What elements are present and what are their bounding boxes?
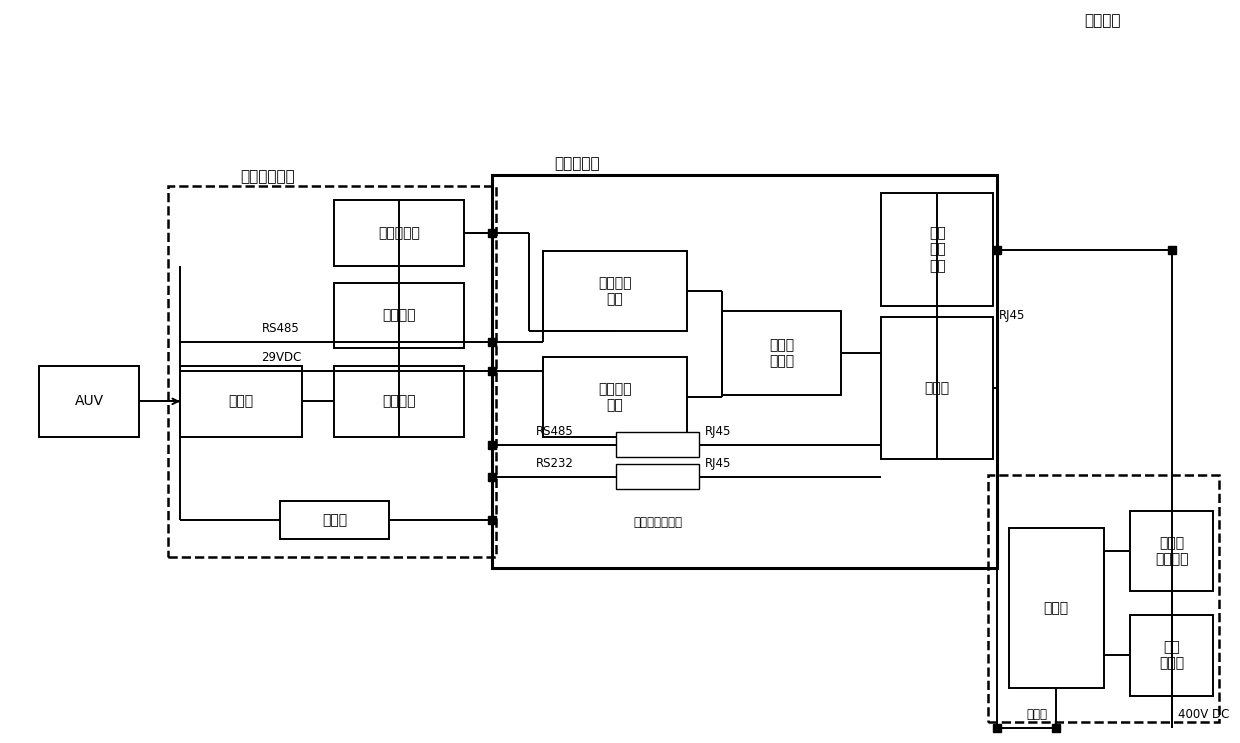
Text: 交换机: 交换机 (925, 381, 950, 395)
Text: 锁紧机构: 锁紧机构 (383, 308, 417, 322)
Bar (335, 201, 465, 266)
Text: 传动机构: 传动机构 (383, 395, 417, 409)
Text: 通信协议转换器: 通信协议转换器 (634, 516, 682, 529)
Text: 29VDC: 29VDC (262, 351, 301, 364)
Text: 控制
计算机: 控制 计算机 (1159, 640, 1184, 671)
Text: 无线电: 无线电 (322, 513, 347, 527)
Bar (167, 186, 496, 557)
Bar (616, 464, 699, 490)
Bar (335, 366, 465, 437)
Bar (988, 475, 1219, 722)
Bar (40, 366, 139, 437)
Text: 电源
转换
电路: 电源 转换 电路 (929, 227, 946, 273)
Text: 控制管理
电路: 控制管理 电路 (599, 276, 632, 307)
Bar (543, 357, 687, 437)
Text: AUV: AUV (74, 395, 103, 409)
Text: 位置传感器: 位置传感器 (378, 226, 420, 240)
Bar (543, 251, 687, 331)
Text: RJ45: RJ45 (706, 425, 732, 438)
Text: RJ45: RJ45 (706, 457, 732, 470)
Text: RS485: RS485 (262, 322, 299, 335)
Bar (722, 311, 841, 395)
Bar (616, 432, 699, 458)
Text: 自动充电
装置: 自动充电 装置 (599, 382, 632, 412)
Bar (335, 282, 465, 348)
Text: 大功率
直流电源: 大功率 直流电源 (1154, 536, 1188, 566)
Bar (1009, 528, 1104, 688)
Text: 水下电子舱: 水下电子舱 (554, 156, 600, 171)
Text: 以太网: 以太网 (1027, 708, 1048, 721)
Text: 交换机: 交换机 (1044, 601, 1069, 615)
Text: 接插件: 接插件 (228, 395, 253, 409)
Text: RJ45: RJ45 (999, 309, 1025, 322)
Bar (1131, 615, 1213, 695)
Bar (882, 317, 993, 459)
Text: RS232: RS232 (536, 457, 573, 470)
Text: 水下对接装置: 水下对接装置 (241, 169, 295, 184)
Bar (1131, 511, 1213, 591)
Text: 水面部分: 水面部分 (1084, 13, 1121, 27)
Text: 400V DC: 400V DC (1178, 708, 1229, 721)
Text: RS485: RS485 (536, 425, 573, 438)
Bar (882, 193, 993, 306)
Bar (492, 175, 997, 568)
Bar (280, 501, 389, 539)
Bar (180, 366, 301, 437)
Text: 下位机
控制器: 下位机 控制器 (769, 338, 794, 368)
